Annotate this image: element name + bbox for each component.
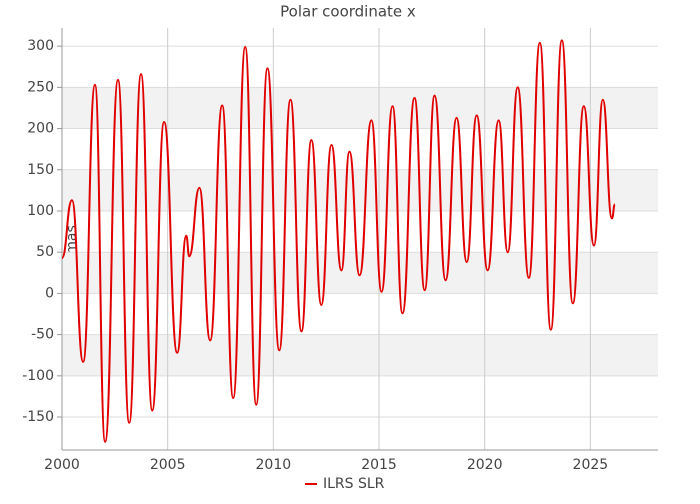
y-tick-label: 200	[27, 121, 54, 137]
y-tick-label: 100	[27, 203, 54, 219]
y-tick-label: 50	[36, 244, 54, 260]
x-tick-label: 2015	[361, 457, 397, 473]
y-tick-label: 0	[45, 285, 54, 301]
y-tick-label: -50	[31, 327, 54, 343]
grid-band	[62, 169, 658, 211]
grid-band	[62, 252, 658, 294]
y-tick-label: -100	[22, 368, 54, 384]
legend-label: ILRS SLR	[323, 476, 385, 492]
x-tick-label: 2005	[150, 457, 186, 473]
grid-band	[62, 334, 658, 376]
grid-band	[62, 87, 658, 129]
line-series	[61, 39, 616, 443]
y-tick-label: 150	[27, 162, 54, 178]
y-tick-label: 300	[27, 38, 54, 54]
x-tick-label: 2000	[44, 457, 80, 473]
x-tick-label: 2010	[256, 457, 292, 473]
x-tick-label: 2020	[467, 457, 503, 473]
y-tick-label: 250	[27, 79, 54, 95]
x-tick-label: 2025	[573, 457, 609, 473]
chart-title: Polar coordinate x	[280, 3, 416, 21]
y-tick-label: -150	[22, 409, 54, 425]
